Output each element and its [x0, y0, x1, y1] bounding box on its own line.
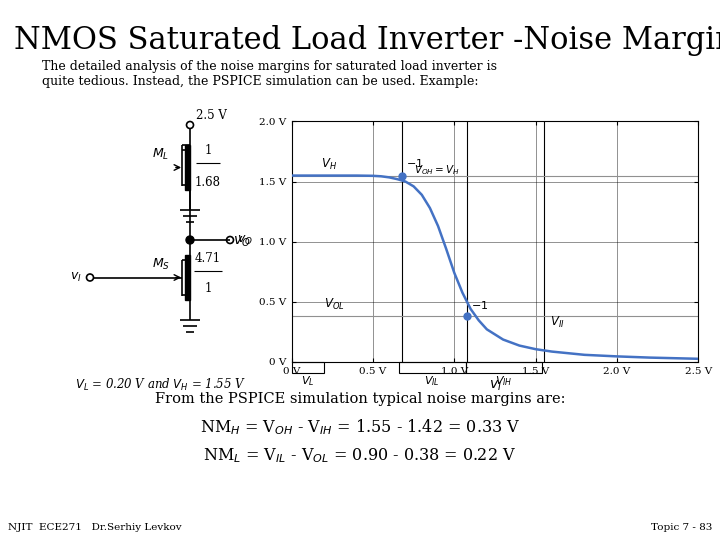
Bar	[185, 145, 190, 190]
Text: From the PSPICE simulation typical noise margins are:: From the PSPICE simulation typical noise…	[155, 392, 565, 406]
Text: NM$_L$ = V$_{IL}$ - V$_{OL}$ = 0.90 - 0.38 = 0.22 V: NM$_L$ = V$_{IL}$ - V$_{OL}$ = 0.90 - 0.…	[204, 446, 516, 465]
Circle shape	[186, 236, 194, 244]
Text: $v_O$: $v_O$	[233, 234, 251, 249]
Text: $M_S$: $M_S$	[152, 257, 170, 272]
Text: $-1$: $-1$	[471, 299, 488, 311]
Text: $V_{OH}=V_H$: $V_{OH}=V_H$	[413, 163, 459, 177]
Text: $V_{II}$: $V_{II}$	[550, 315, 565, 330]
Text: NM$_H$ = V$_{OH}$ - V$_{IH}$ = 1.55 - 1.42 = 0.33 V: NM$_H$ = V$_{OH}$ - V$_{IH}$ = 1.55 - 1.…	[200, 417, 520, 437]
Bar	[466, 362, 542, 373]
Bar	[292, 362, 324, 373]
Text: The detailed analysis of the noise margins for saturated load inverter is: The detailed analysis of the noise margi…	[42, 60, 497, 73]
Text: quite tedious. Instead, the PSPICE simulation can be used. Example:: quite tedious. Instead, the PSPICE simul…	[42, 75, 479, 88]
Text: $V_{IH}$: $V_{IH}$	[495, 374, 513, 388]
Text: 1.68: 1.68	[195, 176, 221, 188]
Text: 1: 1	[204, 145, 212, 158]
Text: $-1$: $-1$	[405, 157, 423, 169]
Text: $v_O$: $v_O$	[237, 233, 253, 247]
Text: 2.5 V: 2.5 V	[196, 109, 227, 122]
Text: $V_L$: $V_L$	[301, 374, 315, 388]
Text: $V_H$: $V_H$	[321, 157, 337, 172]
Text: $V_L$ = 0.20 V and $V_H$ = 1.55 V: $V_L$ = 0.20 V and $V_H$ = 1.55 V	[75, 377, 246, 393]
X-axis label: $v_I$: $v_I$	[489, 379, 501, 393]
Text: 4.71: 4.71	[195, 253, 221, 266]
Text: $V_{IL}$: $V_{IL}$	[425, 374, 440, 388]
Text: NMOS Saturated Load Inverter -Noise Margin: NMOS Saturated Load Inverter -Noise Marg…	[14, 25, 720, 56]
Text: $M_L$: $M_L$	[152, 147, 169, 162]
Text: $V_{OL}$: $V_{OL}$	[324, 297, 345, 312]
Text: $v_I$: $v_I$	[71, 271, 82, 284]
Bar	[185, 255, 190, 300]
Text: 1: 1	[204, 282, 212, 295]
Bar	[399, 362, 466, 373]
Text: NJIT  ECE271   Dr.Serhiy Levkov: NJIT ECE271 Dr.Serhiy Levkov	[8, 523, 181, 532]
Text: Topic 7 - 83: Topic 7 - 83	[651, 523, 712, 532]
